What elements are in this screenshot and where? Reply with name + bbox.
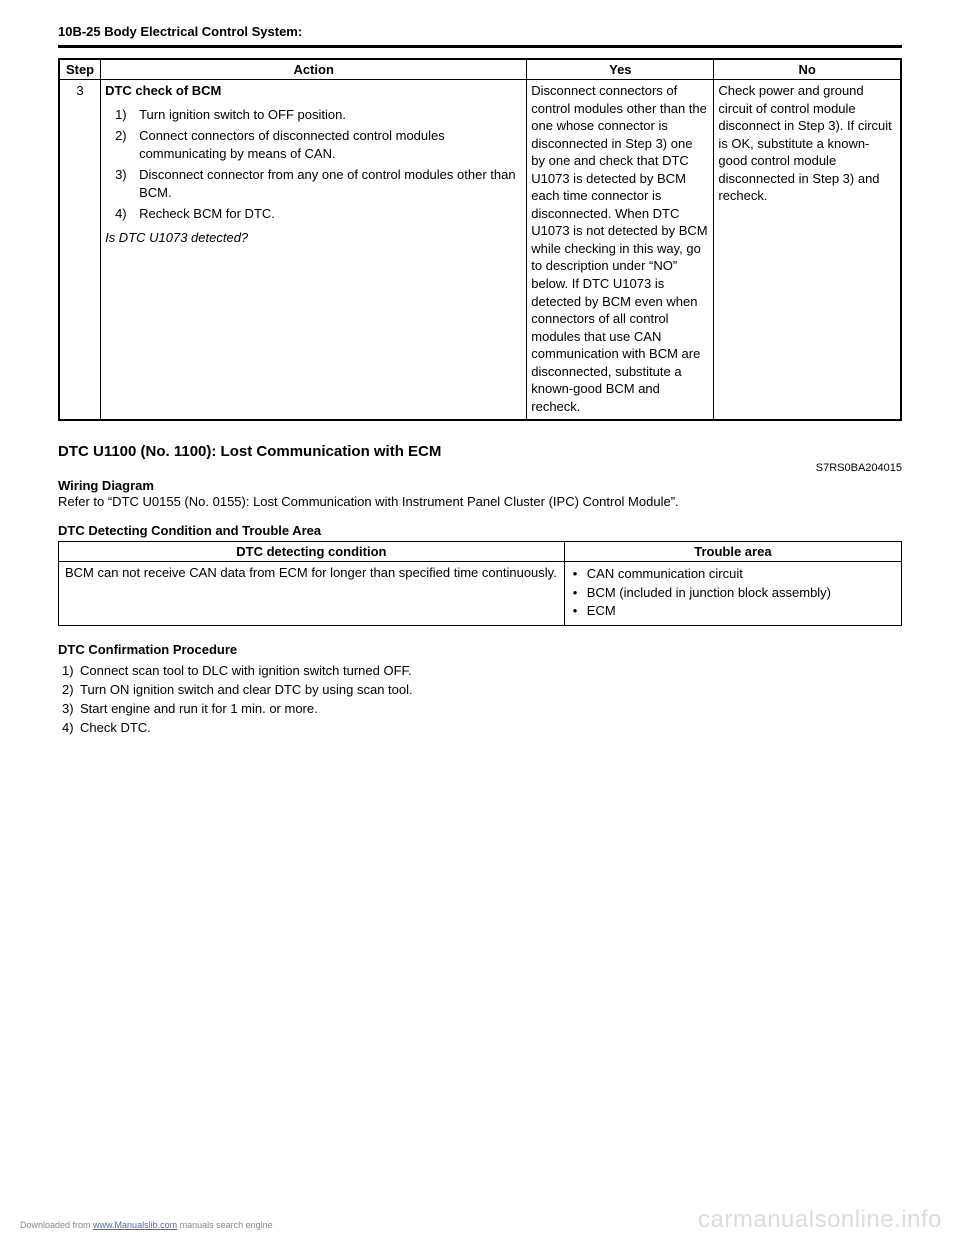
action-title: DTC check of BCM: [105, 83, 221, 98]
list-item: 2)Connect connectors of disconnected con…: [105, 125, 522, 164]
proc-list: 1)Connect scan tool to DLC with ignition…: [62, 661, 902, 737]
dtc-step-table: Step Action Yes No 3 DTC check of BCM 1)…: [58, 58, 902, 421]
list-item: BCM (included in junction block assembly…: [571, 584, 895, 602]
trouble-list: CAN communication circuit BCM (included …: [571, 565, 895, 620]
table-row: BCM can not receive CAN data from ECM fo…: [59, 562, 902, 626]
list-item: 1)Turn ignition switch to OFF position.: [105, 104, 522, 126]
proc-text: Check DTC.: [80, 720, 151, 735]
page-header: 10B-25 Body Electrical Control System:: [58, 24, 902, 48]
proc-text: Connect scan tool to DLC with ignition s…: [80, 663, 412, 678]
wiring-heading: Wiring Diagram: [58, 478, 902, 493]
action-text: Turn ignition switch to OFF position.: [139, 107, 346, 122]
list-item: 2)Turn ON ignition switch and clear DTC …: [62, 680, 902, 699]
col-step: Step: [59, 59, 101, 80]
col-action: Action: [101, 59, 527, 80]
list-item: 4)Recheck BCM for DTC.: [105, 203, 522, 225]
footer-link[interactable]: www.Manualslib.com: [93, 1220, 177, 1230]
footer-prefix: Downloaded from: [20, 1220, 93, 1230]
cond-col1: DTC detecting condition: [59, 542, 565, 562]
proc-text: Turn ON ignition switch and clear DTC by…: [80, 682, 413, 697]
action-cell: DTC check of BCM 1)Turn ignition switch …: [101, 80, 527, 421]
list-item: CAN communication circuit: [571, 565, 895, 583]
step-cell: 3: [59, 80, 101, 421]
cond-heading: DTC Detecting Condition and Trouble Area: [58, 523, 902, 538]
list-item: ECM: [571, 602, 895, 620]
footer-suffix: manuals search engine: [177, 1220, 273, 1230]
list-item: 3)Start engine and run it for 1 min. or …: [62, 699, 902, 718]
yes-cell: Disconnect connectors of control modules…: [527, 80, 714, 421]
no-cell: Check power and ground circuit of contro…: [714, 80, 901, 421]
action-list: 1)Turn ignition switch to OFF position. …: [105, 104, 522, 225]
col-yes: Yes: [527, 59, 714, 80]
ref-code: S7RS0BA204015: [58, 462, 902, 474]
wiring-text: Refer to “DTC U0155 (No. 0155): Lost Com…: [58, 494, 902, 509]
cond-cell: BCM can not receive CAN data from ECM fo…: [59, 562, 565, 626]
section-title: DTC U1100 (No. 1100): Lost Communication…: [58, 443, 902, 460]
proc-text: Start engine and run it for 1 min. or mo…: [80, 701, 318, 716]
action-question: Is DTC U1073 detected?: [105, 229, 522, 247]
action-text: Recheck BCM for DTC.: [139, 206, 275, 221]
list-item: 1)Connect scan tool to DLC with ignition…: [62, 661, 902, 680]
action-text: Disconnect connector from any one of con…: [139, 167, 516, 200]
list-item: 4)Check DTC.: [62, 718, 902, 737]
col-no: No: [714, 59, 901, 80]
footer-watermark: carmanualsonline.info: [698, 1206, 942, 1234]
table-row: 3 DTC check of BCM 1)Turn ignition switc…: [59, 80, 901, 421]
proc-heading: DTC Confirmation Procedure: [58, 642, 902, 657]
list-item: 3)Disconnect connector from any one of c…: [105, 164, 522, 203]
footer-left: Downloaded from www.Manualslib.com manua…: [20, 1220, 273, 1230]
trouble-cell: CAN communication circuit BCM (included …: [564, 562, 901, 626]
cond-col2: Trouble area: [564, 542, 901, 562]
cond-table: DTC detecting condition Trouble area BCM…: [58, 541, 902, 626]
action-text: Connect connectors of disconnected contr…: [139, 128, 445, 161]
